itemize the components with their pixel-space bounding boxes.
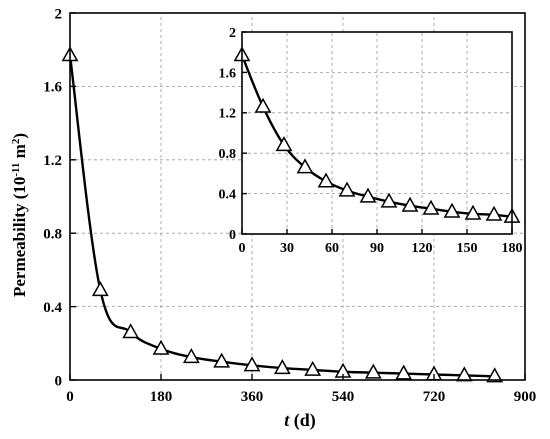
main-data-point [182,348,200,364]
y-axis-label-close: ) [10,133,29,139]
main-y-tick-label: 1.6 [43,80,62,96]
inset-data-point [443,202,461,218]
main-axes-frame [69,12,526,381]
inset-data-point [359,187,377,203]
inset-data-point [380,192,398,208]
main-data-point [152,339,170,355]
main-data-point [395,364,413,380]
inset-data-point [485,205,503,221]
inset-data-point [254,97,272,113]
main-data-point [364,363,382,379]
inset-grid [242,32,512,234]
main-y-tick-label: 0.4 [43,300,62,316]
inset-y-tick-label: 0.8 [219,147,237,162]
main-data-point [243,356,261,372]
inset-x-tick-label: 150 [457,241,478,256]
inset-y-tick-label: 0 [229,228,236,243]
main-series-line [68,55,495,378]
inset-y-tick-label: 1.6 [219,66,237,81]
tick-labels: 0 180 360 540 720 900 0 0.4 0.8 1.2 1.6 2 0 30 60 90 120… [43,6,536,405]
inset-x-tick-label: 30 [280,241,294,256]
main-data-point [304,360,322,376]
main-data-point [122,323,140,339]
main-data-point [213,352,231,368]
inset-data-point [338,181,356,197]
inset-y-tick-label: 1.2 [219,107,237,122]
inset-data-point [317,172,335,188]
inset-data-point [464,204,482,220]
y-axis-label-main: Permeability (10 [10,177,29,297]
y-axis-label: Permeability (10-11 m2) [10,133,29,297]
main-x-tick-label: 180 [150,389,173,405]
axis-ticks [69,12,526,381]
inset-x-tick-label: 60 [325,241,339,256]
main-y-tick-label: 0.8 [43,226,62,242]
x-axis-label-symbol: t [284,410,290,430]
main-data-point [91,281,109,297]
x-axis-label: t (d) [284,410,316,431]
main-x-tick-label: 360 [241,389,264,405]
inset-data-point [401,196,419,212]
main-x-tick-label: 900 [514,389,537,405]
x-axis-label-unit: (d) [289,410,316,431]
inset-x-tick-label: 180 [502,241,523,256]
inset-data-point [275,136,293,152]
main-y-tick-label: 2 [55,6,63,22]
y-axis-label-exponent: -11 [10,163,22,177]
main-data-point [273,359,291,375]
inset-x-tick-label: 0 [239,241,246,256]
main-y-tick-label: 1.2 [43,153,62,169]
inset-x-tick-label: 120 [412,241,433,256]
main-data-point [486,367,504,383]
main-x-tick-label: 720 [423,389,446,405]
inset-y-tick-label: 0.4 [219,188,237,203]
main-x-tick-label: 0 [66,389,74,405]
inset-data-point [422,199,440,215]
inset-x-tick-label: 90 [370,241,384,256]
y-axis-label-unit-exponent: 2 [10,138,22,144]
y-axis-label-unit: m [10,144,29,162]
main-x-tick-label: 540 [332,389,355,405]
inset-y-tick-label: 2 [229,26,236,41]
inset-data-point [296,158,314,174]
main-y-tick-label: 0 [55,373,63,389]
